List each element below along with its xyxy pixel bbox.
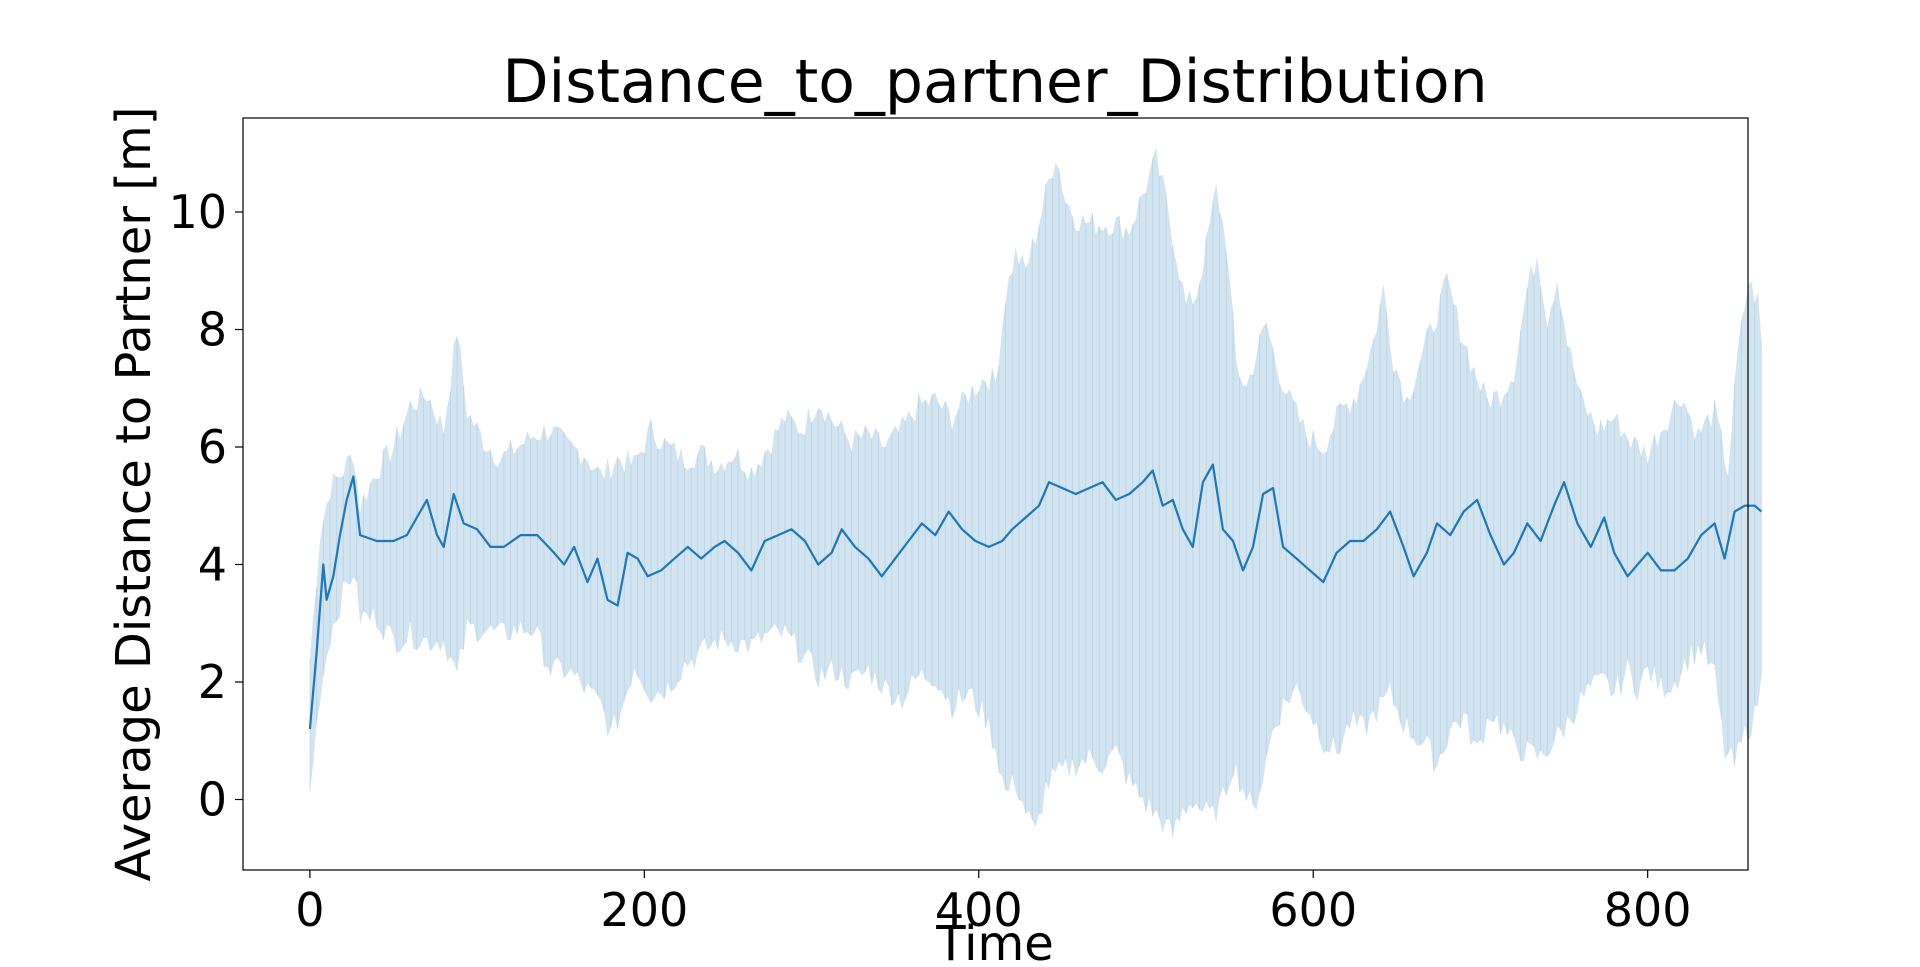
x-tick-label: 0 [295,883,324,937]
y-tick-label: 2 [198,655,227,709]
plot-frame [242,117,1749,871]
x-tick-label: 800 [1604,883,1692,937]
x-axis-label: Time [935,916,1053,967]
mean-line [308,463,1763,730]
y-tick-label: 4 [198,538,227,592]
chart-title: Distance_to_partner_Distribution [502,47,1487,117]
y-tick-label: 6 [198,420,227,474]
plot-area [308,147,1763,838]
band-vertical-lines [309,157,1762,838]
y-tick-label: 10 [168,185,227,239]
confidence-band [309,147,1762,838]
x-tick-label: 400 [935,883,1023,937]
y-axis: 0 2 4 6 8 10 [168,185,243,827]
x-tick-label: 600 [1269,883,1357,937]
x-axis: 0 200 400 600 800 [295,870,1692,937]
x-tick-label: 200 [600,883,688,937]
y-tick-label: 8 [198,303,227,357]
y-tick-label: 0 [198,773,227,827]
y-axis-label: Average Distance to Partner [m] [106,107,162,882]
